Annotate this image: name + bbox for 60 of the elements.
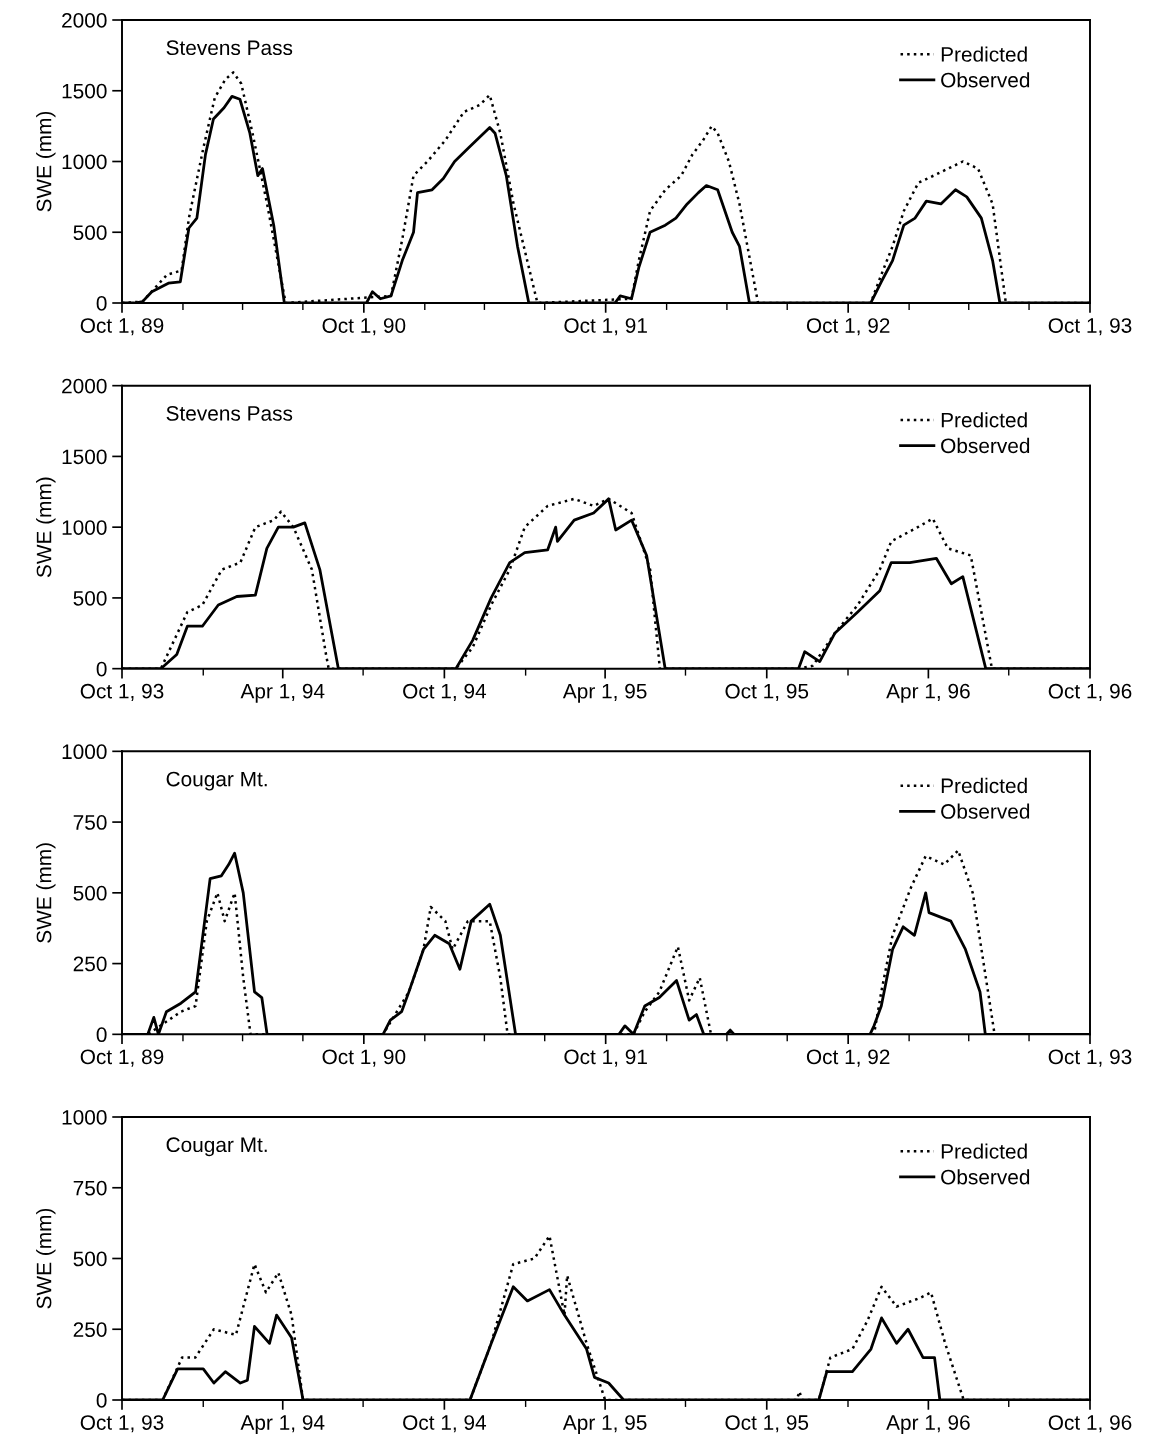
- x-tick-label: Oct 1, 95: [725, 683, 809, 702]
- y-tick-label: 500: [73, 885, 107, 901]
- x-tick-label: Oct 1, 92: [806, 318, 890, 336]
- x-tick-label: Apr 1, 96: [886, 1415, 970, 1434]
- x-tick-label: Oct 1, 93: [1048, 318, 1132, 336]
- y-axis-title: SWE (mm): [36, 477, 56, 578]
- text: Stevens Pass: [166, 406, 293, 421]
- y-tick-label: 1500: [62, 449, 107, 465]
- y-tick-label: 250: [73, 956, 107, 972]
- y-axis-title: SWE (mm): [36, 111, 56, 212]
- x-tick-label: Oct 1, 93: [1048, 1049, 1132, 1067]
- x-tick-label: Oct 1, 89: [80, 318, 164, 336]
- y-tick-label: 2000: [62, 13, 107, 28]
- y-tick-label: 750: [73, 1180, 107, 1196]
- text: Cougar Mt.: [166, 1137, 267, 1157]
- x-tick-label: Oct 1, 93: [80, 1415, 164, 1433]
- y-tick-label: 2000: [62, 378, 107, 394]
- y-tick-label: 1000: [62, 1110, 107, 1125]
- y-tick-label: 500: [73, 1251, 107, 1267]
- legend-label: Predicted: [941, 1143, 1027, 1159]
- x-tick-label: Oct 1, 90: [322, 318, 406, 336]
- legend-label: Observed: [941, 72, 1030, 88]
- y-tick-label: 0: [96, 661, 107, 677]
- text: Cougar Mt.: [166, 771, 267, 791]
- y-tick-label: 500: [73, 590, 107, 606]
- x-tick-label: Apr 1, 94: [240, 1415, 325, 1434]
- y-tick-label: 1500: [62, 83, 107, 99]
- x-tick-label: Oct 1, 93: [80, 683, 164, 702]
- x-tick-label: Apr 1, 95: [562, 683, 647, 703]
- x-tick-label: Oct 1, 90: [322, 1049, 406, 1067]
- x-tick-label: Oct 1, 96: [1048, 683, 1132, 702]
- x-tick-label: Apr 1, 96: [886, 683, 970, 703]
- y-tick-label: 0: [96, 296, 107, 311]
- legend-label: Observed: [941, 803, 1030, 819]
- x-tick-label: Oct 1, 94: [403, 683, 487, 702]
- x-tick-label: Oct 1, 92: [806, 1049, 890, 1067]
- y-tick-label: 750: [73, 815, 107, 830]
- text: Stevens Pass: [166, 40, 293, 56]
- x-tick-label: Apr 1, 95: [562, 1415, 647, 1434]
- legend-label: Observed: [941, 437, 1030, 454]
- y-axis-title: SWE (mm): [36, 1208, 56, 1309]
- y-tick-label: 0: [96, 1393, 107, 1408]
- x-tick-label: Oct 1, 91: [564, 318, 647, 336]
- legend-label: Predicted: [941, 777, 1027, 794]
- legend-label: Predicted: [941, 412, 1027, 428]
- x-tick-label: Oct 1, 95: [725, 1415, 809, 1433]
- y-tick-label: 250: [73, 1322, 107, 1337]
- y-axis-title: SWE (mm): [36, 843, 56, 943]
- y-tick-label: 1000: [62, 154, 107, 170]
- x-tick-label: Oct 1, 89: [80, 1049, 164, 1067]
- y-tick-label: 0: [96, 1027, 107, 1043]
- y-tick-label: 500: [73, 225, 107, 240]
- y-tick-label: 1000: [62, 520, 107, 535]
- x-tick-label: Apr 1, 94: [240, 683, 325, 703]
- x-tick-label: Oct 1, 91: [564, 1049, 647, 1067]
- y-tick-label: 1000: [62, 744, 107, 760]
- legend-label: Observed: [941, 1169, 1030, 1185]
- x-tick-label: Oct 1, 94: [403, 1415, 487, 1433]
- legend-label: Predicted: [941, 46, 1027, 62]
- x-tick-label: Oct 1, 96: [1048, 1415, 1132, 1433]
